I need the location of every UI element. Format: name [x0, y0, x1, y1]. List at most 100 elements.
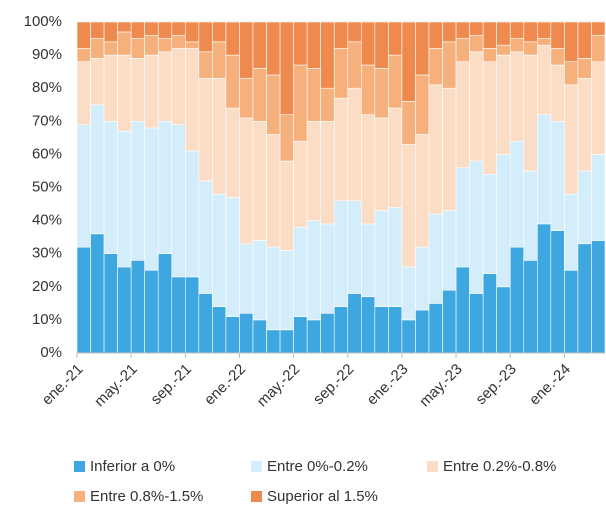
bar-segment	[293, 21, 308, 66]
bar-segment	[509, 140, 525, 248]
bar-segment	[320, 21, 335, 89]
bar-segment	[90, 38, 105, 59]
bar-segment	[523, 54, 538, 172]
bar-segment	[537, 44, 552, 115]
bar-segment	[496, 286, 511, 354]
bar-segment	[415, 309, 430, 354]
bar-segment	[509, 246, 525, 354]
bar-segment	[266, 134, 281, 248]
bar-segment	[523, 170, 538, 261]
bar-segment	[509, 21, 525, 39]
bar-segment	[482, 61, 497, 175]
bar-segment	[401, 21, 416, 102]
bar-segment	[550, 64, 565, 122]
legend-label: Inferior a 0%	[90, 458, 175, 475]
bar-segment	[388, 107, 403, 208]
bar-segment	[442, 41, 457, 89]
bar-segment	[428, 213, 443, 304]
bar-segment	[537, 114, 552, 225]
bar-segment	[144, 21, 159, 36]
bar-segment	[401, 266, 416, 321]
bar-segment	[117, 31, 132, 56]
legend-label: Entre 0%-0.2%	[267, 458, 368, 475]
bar-segment	[523, 260, 538, 354]
bar-segment	[157, 21, 173, 39]
bar-segment	[347, 293, 362, 354]
bar-segment	[374, 210, 389, 307]
bar-segment	[171, 21, 186, 36]
bar-segment	[117, 266, 132, 354]
bar-segment	[90, 233, 105, 354]
bar-segment	[279, 21, 294, 115]
bars	[76, 21, 606, 354]
bar-segment	[252, 68, 267, 122]
bar-segment	[306, 68, 321, 122]
bar-segment	[550, 121, 565, 231]
bar-segment	[171, 34, 186, 49]
bar-segment	[320, 312, 335, 354]
bar-segment	[469, 51, 484, 162]
bar-segment	[103, 253, 118, 354]
bar-segment	[577, 58, 592, 79]
bar-segment	[279, 114, 294, 162]
bar-segment	[144, 54, 159, 129]
y-tick-label: 60%	[32, 145, 62, 162]
bar-segment	[591, 34, 606, 63]
bar-segment	[415, 21, 430, 76]
bar-segment	[185, 41, 200, 49]
bar-segment	[279, 160, 294, 251]
bar-segment	[144, 127, 159, 271]
bar-segment	[320, 223, 335, 314]
bar-segment	[550, 230, 565, 354]
bar-segment	[591, 154, 606, 241]
bar-segment	[442, 210, 457, 291]
bar-segment	[428, 21, 443, 49]
bar-segment	[90, 58, 105, 106]
bar-segment	[509, 51, 525, 142]
bar-segment	[537, 223, 552, 354]
x-tick-label: ene.-21	[39, 361, 87, 409]
bar-segment	[198, 180, 213, 294]
bar-segment	[130, 260, 145, 354]
bar-segment	[130, 121, 145, 261]
bar-segment	[591, 61, 606, 155]
bar-segment	[591, 240, 606, 354]
bar-segment	[564, 21, 579, 63]
bar-segment	[428, 48, 443, 86]
x-tick-label: may.-21	[91, 361, 141, 411]
bar-segment	[103, 41, 118, 56]
bar-segment	[537, 21, 552, 39]
bar-segment	[130, 38, 145, 59]
bar-segment	[225, 107, 240, 198]
bar-segment	[76, 21, 91, 49]
bar-segment	[320, 87, 335, 122]
bar-segment	[130, 21, 145, 39]
bar-segment	[347, 41, 362, 89]
bar-segment	[157, 51, 173, 122]
bar-segment	[185, 21, 200, 43]
bar-segment	[564, 269, 579, 354]
bar-segment	[157, 253, 173, 354]
bar-segment	[401, 319, 416, 354]
bar-segment	[564, 193, 579, 271]
bar-segment	[333, 97, 349, 202]
bar-segment	[212, 21, 227, 43]
bar-segment	[266, 21, 281, 76]
bar-segment	[266, 246, 281, 331]
bar-segment	[225, 197, 240, 317]
bar-segment	[117, 130, 132, 268]
bar-segment	[90, 21, 105, 39]
bar-segment	[374, 21, 389, 69]
bar-segment	[455, 167, 470, 268]
bar-segment	[442, 289, 457, 354]
bar-segment	[333, 200, 349, 307]
bar-segment	[76, 246, 91, 354]
bar-segment	[401, 144, 416, 268]
y-tick-label: 10%	[32, 311, 62, 328]
bar-segment	[306, 21, 321, 69]
legend-swatch	[251, 491, 262, 502]
y-tick-label: 70%	[32, 112, 62, 129]
bar-segment	[523, 41, 538, 56]
x-tick-label: ene.-23	[364, 361, 412, 409]
bar-segment	[577, 243, 592, 354]
